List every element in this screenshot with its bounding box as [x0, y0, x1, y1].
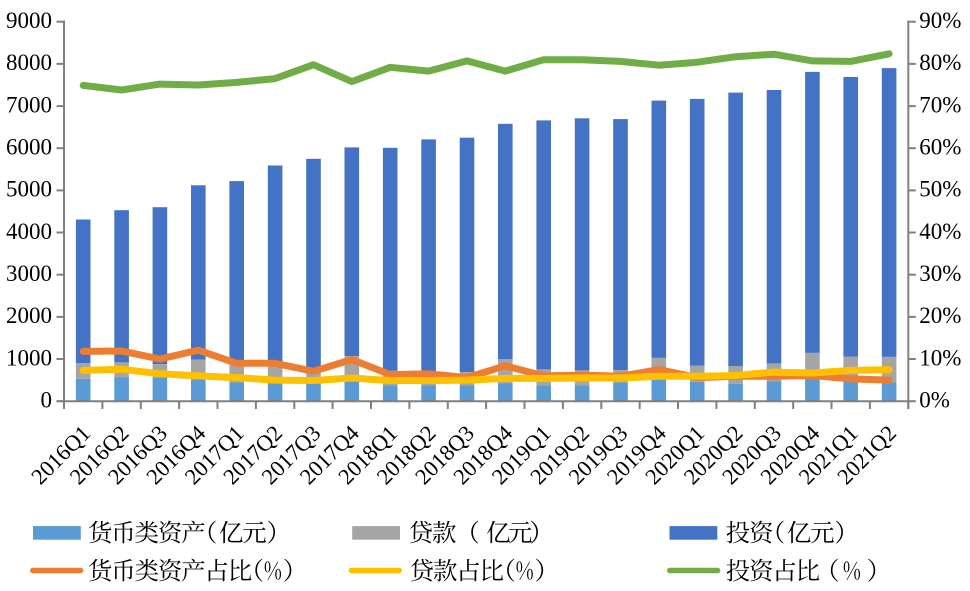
svg-text:30%: 30%: [919, 261, 961, 286]
svg-text:90%: 90%: [919, 8, 961, 33]
svg-text:60%: 60%: [919, 135, 961, 160]
svg-text:2000: 2000: [6, 303, 52, 328]
svg-text:50%: 50%: [919, 177, 961, 202]
svg-text:0%: 0%: [919, 388, 950, 413]
svg-text:20%: 20%: [919, 303, 961, 328]
svg-text:9000: 9000: [6, 8, 52, 33]
svg-text:1000: 1000: [6, 345, 52, 370]
svg-text:8000: 8000: [6, 50, 52, 75]
svg-text:6000: 6000: [6, 135, 52, 160]
svg-text:40%: 40%: [919, 219, 961, 244]
svg-text:5000: 5000: [6, 177, 52, 202]
svg-text:80%: 80%: [919, 50, 961, 75]
svg-text:10%: 10%: [919, 345, 961, 370]
svg-text:0: 0: [41, 388, 53, 413]
svg-text:3000: 3000: [6, 261, 52, 286]
svg-text:4000: 4000: [6, 219, 52, 244]
svg-text:7000: 7000: [6, 92, 52, 117]
svg-text:70%: 70%: [919, 92, 961, 117]
